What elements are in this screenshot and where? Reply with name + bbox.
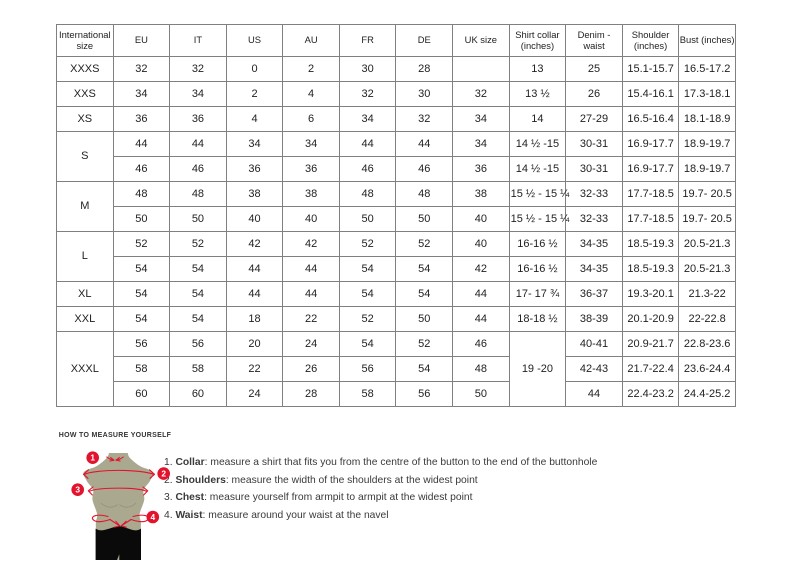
svg-text:1: 1 bbox=[90, 453, 95, 463]
svg-text:3: 3 bbox=[75, 485, 80, 495]
svg-text:2: 2 bbox=[161, 468, 166, 478]
svg-text:4: 4 bbox=[150, 512, 155, 522]
